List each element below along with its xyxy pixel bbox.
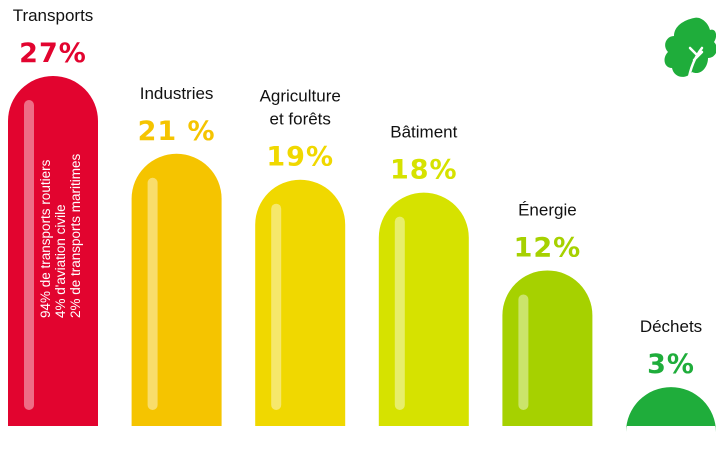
transport-breakdown-annotation: 94% de transports routiers 4% d'aviation … xyxy=(38,153,83,318)
bar-dechets xyxy=(626,387,716,433)
bar-energie xyxy=(502,270,593,426)
value-label-industries: 21 % xyxy=(138,116,216,147)
leaf-logo-icon xyxy=(664,17,716,84)
value-label-energie: 12% xyxy=(514,232,582,263)
category-label-dechets: Déchets xyxy=(640,317,702,336)
category-label-energie: Énergie xyxy=(518,200,577,219)
category-label-industries: Industries xyxy=(140,84,214,103)
category-label-agriculture-et-forets-line-1: Agriculture xyxy=(260,87,341,106)
value-label-transports: 27% xyxy=(19,38,87,69)
bar-industries xyxy=(131,153,222,427)
bar-transports xyxy=(8,76,98,426)
value-label-batiment: 18% xyxy=(390,155,458,186)
bar-highlight-agriculture-et-forets xyxy=(271,203,282,410)
bar-highlight-transports xyxy=(24,100,34,410)
value-label-agriculture-et-forets: 19% xyxy=(266,142,334,173)
annotation-line-2: 4% d'aviation civile xyxy=(53,204,68,318)
annotation-line-1: 94% de transports routiers xyxy=(38,159,53,318)
annotation-line-3: 2% de transports maritimes xyxy=(68,153,83,318)
bar-highlight-batiment xyxy=(394,216,405,410)
bar-highlight-industries xyxy=(147,177,158,410)
bar-highlight-energie xyxy=(518,294,529,410)
category-label-batiment: Bâtiment xyxy=(390,123,457,142)
value-label-dechets: 3% xyxy=(647,349,695,380)
category-label-transports: Transports xyxy=(13,6,94,25)
bar-agriculture-et-forets xyxy=(255,179,346,426)
category-label-agriculture-et-forets-line-2: et forêts xyxy=(269,110,330,129)
bar-batiment xyxy=(378,192,469,426)
